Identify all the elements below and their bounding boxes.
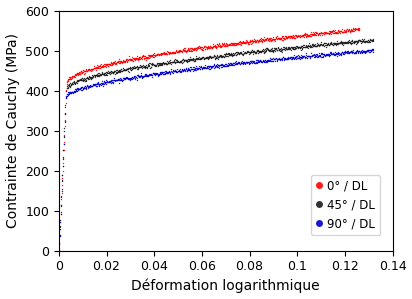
0° / DL: [357, 29, 362, 32]
Legend: 0° / DL, 45° / DL, 90° / DL: 0° / DL, 45° / DL, 90° / DL: [311, 175, 380, 235]
90° / DL: [56, 247, 61, 251]
90° / DL: [138, 73, 143, 77]
45° / DL: [371, 38, 376, 42]
0° / DL: [89, 67, 94, 71]
45° / DL: [91, 75, 96, 79]
Y-axis label: Contrainte de Cauchy (MPa): Contrainte de Cauchy (MPa): [5, 33, 19, 228]
X-axis label: Déformation logarithmique: Déformation logarithmique: [131, 279, 320, 293]
90° / DL: [91, 83, 96, 86]
45° / DL: [360, 37, 365, 41]
90° / DL: [191, 69, 196, 73]
Line: 90° / DL: 90° / DL: [58, 48, 374, 249]
0° / DL: [56, 248, 61, 252]
0° / DL: [283, 34, 288, 37]
0° / DL: [185, 49, 190, 53]
90° / DL: [371, 47, 376, 51]
0° / DL: [316, 33, 321, 36]
45° / DL: [191, 58, 196, 62]
45° / DL: [138, 65, 143, 69]
90° / DL: [328, 51, 333, 54]
90° / DL: [293, 54, 298, 58]
Line: 45° / DL: 45° / DL: [58, 38, 374, 251]
Line: 0° / DL: 0° / DL: [58, 27, 360, 251]
0° / DL: [270, 37, 275, 41]
0° / DL: [350, 26, 355, 30]
45° / DL: [293, 45, 298, 48]
45° / DL: [281, 47, 286, 51]
0° / DL: [135, 54, 140, 58]
45° / DL: [328, 41, 333, 45]
90° / DL: [281, 55, 286, 59]
45° / DL: [56, 248, 61, 252]
